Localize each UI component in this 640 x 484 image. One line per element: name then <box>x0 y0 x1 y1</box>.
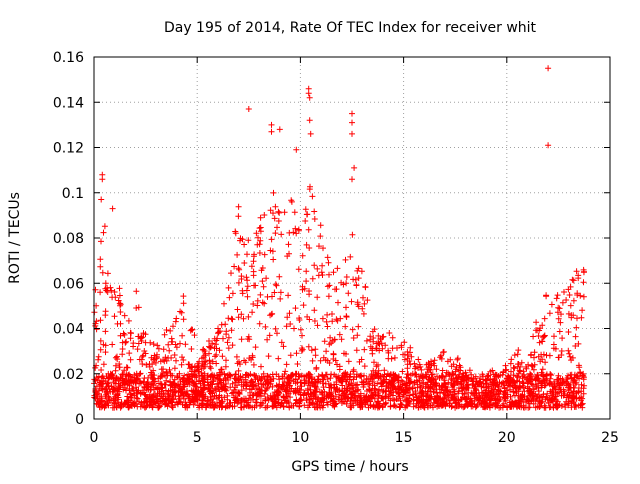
y-tick-label: 0.06 <box>53 276 84 292</box>
y-tick-label: 0 <box>75 412 84 428</box>
y-tick-label: 0.14 <box>53 95 84 111</box>
x-tick-label: 0 <box>90 430 99 446</box>
roti-series-points <box>91 65 588 411</box>
y-tick-label: 0.04 <box>53 322 84 338</box>
y-tick-label: 0.12 <box>53 141 84 157</box>
x-tick-label: 15 <box>395 430 413 446</box>
x-tick-label: 20 <box>498 430 516 446</box>
chart-title: Day 195 of 2014, Rate Of TEC Index for r… <box>164 20 537 36</box>
y-axis-label: ROTI / TECUs <box>7 192 23 284</box>
y-tick-label: 0.1 <box>62 186 84 202</box>
x-tick-label: 5 <box>193 430 202 446</box>
y-tick-label: 0.16 <box>53 50 84 66</box>
grid <box>94 57 610 419</box>
x-tick-label: 10 <box>291 430 309 446</box>
y-tick-label: 0.02 <box>53 367 84 383</box>
x-tick-label: 25 <box>601 430 619 446</box>
y-tick-label: 0.08 <box>53 231 84 247</box>
axes: 0 5 10 15 20 25 0 0.02 0.04 0.06 0.08 0.1 0.12 0.14 0.… <box>53 50 619 446</box>
x-axis-label: GPS time / hours <box>291 459 408 475</box>
data-points <box>91 65 588 411</box>
